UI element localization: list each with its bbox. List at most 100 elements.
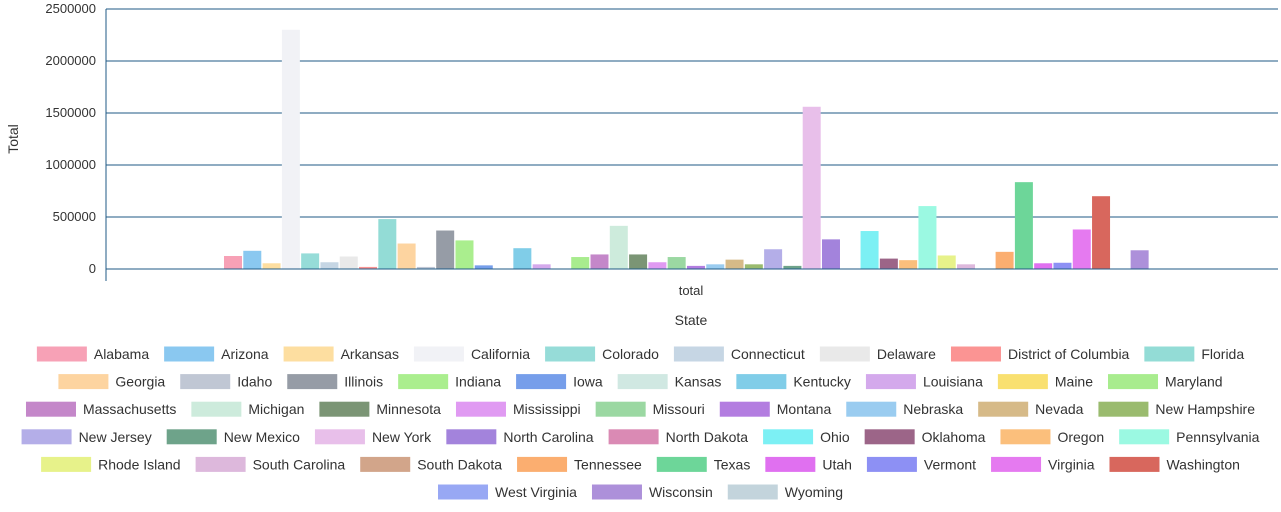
y-tick-labels: 0 500000 1000000 1500000 2000000 2500000: [45, 1, 96, 276]
legend-label: South Carolina: [253, 456, 346, 472]
legend-item-new-jersey[interactable]: New Jersey: [21, 429, 152, 445]
bar-mississippi: [648, 262, 667, 269]
legend-label: Maine: [1055, 374, 1093, 390]
legend-item-colorado[interactable]: Colorado: [545, 346, 659, 362]
bar-alabama: [224, 256, 242, 269]
legend-item-nevada[interactable]: Nevada: [978, 401, 1084, 417]
x-axis-title: State: [675, 312, 708, 328]
legend-label: Ohio: [820, 429, 850, 445]
legend-item-new-mexico[interactable]: New Mexico: [166, 429, 300, 445]
y-tick-label: 1500000: [45, 105, 96, 120]
bar-wisconsin: [1130, 250, 1149, 269]
legend-item-kansas[interactable]: Kansas: [617, 374, 722, 390]
legend-swatch: [166, 429, 217, 445]
legend-swatch: [455, 401, 506, 417]
legend-label: Oklahoma: [922, 429, 986, 445]
legend-label: Florida: [1201, 346, 1244, 362]
legend-label: Wyoming: [785, 484, 843, 500]
legend-swatch: [21, 429, 72, 445]
legend-swatch: [398, 374, 449, 390]
legend-item-north-carolina[interactable]: North Carolina: [446, 429, 594, 445]
bar-tennessee: [995, 251, 1014, 269]
legend-item-tennessee[interactable]: Tennessee: [517, 456, 642, 472]
legend-item-new-york[interactable]: New York: [314, 429, 432, 445]
legend-swatch: [950, 346, 1001, 362]
legend-item-iowa[interactable]: Iowa: [516, 374, 603, 390]
legend-item-missouri[interactable]: Missouri: [595, 401, 705, 417]
legend-item-south-dakota[interactable]: South Dakota: [360, 456, 502, 472]
bar-indiana: [455, 240, 474, 269]
legend-swatch: [727, 484, 778, 500]
legend-item-illinois[interactable]: Illinois: [287, 374, 383, 390]
legend-item-virginia[interactable]: Virginia: [991, 456, 1095, 472]
bar-new-york: [802, 106, 821, 269]
legend-swatch: [287, 374, 338, 390]
legend-item-washington[interactable]: Washington: [1109, 456, 1240, 472]
legend-item-michigan[interactable]: Michigan: [191, 401, 304, 417]
legend-swatch: [446, 429, 497, 445]
y-tick-label: 2000000: [45, 53, 96, 68]
legend-item-indiana[interactable]: Indiana: [398, 374, 501, 390]
bar-nebraska: [706, 264, 725, 269]
y-tick-label: 0: [89, 261, 96, 276]
legend-item-south-carolina[interactable]: South Carolina: [195, 456, 346, 472]
legend-item-florida[interactable]: Florida: [1144, 346, 1244, 362]
legend-item-utah[interactable]: Utah: [765, 456, 852, 472]
bar-georgia: [397, 243, 416, 269]
bar-illinois: [436, 230, 455, 269]
legend-item-delaware[interactable]: Delaware: [819, 346, 936, 362]
legend-item-ohio[interactable]: Ohio: [763, 429, 850, 445]
legend-item-nebraska[interactable]: Nebraska: [846, 401, 963, 417]
legend-label: Texas: [714, 456, 751, 472]
x-tick-labels: total: [679, 283, 704, 298]
legend-item-idaho[interactable]: Idaho: [180, 374, 272, 390]
legend-swatch: [413, 346, 464, 362]
legend-item-north-dakota[interactable]: North Dakota: [608, 429, 749, 445]
axes: [105, 9, 1278, 281]
legend-label: Illinois: [344, 374, 383, 390]
legend-label: Arkansas: [341, 346, 399, 362]
legend-label: Idaho: [237, 374, 272, 390]
legend-item-alabama[interactable]: Alabama: [36, 346, 149, 362]
legend-swatch: [595, 401, 646, 417]
legend-item-mississippi[interactable]: Mississippi: [455, 401, 581, 417]
legend-label: Virginia: [1048, 456, 1095, 472]
legend-item-wyoming[interactable]: Wyoming: [727, 484, 843, 500]
bar-vermont: [1053, 262, 1072, 269]
legend-item-vermont[interactable]: Vermont: [866, 456, 976, 472]
bar-rhode-island: [937, 255, 956, 269]
legend-swatch: [545, 346, 596, 362]
legend-swatch: [516, 374, 567, 390]
legend-item-texas[interactable]: Texas: [656, 456, 751, 472]
legend-item-wisconsin[interactable]: Wisconsin: [591, 484, 713, 500]
legend-item-maine[interactable]: Maine: [997, 374, 1093, 390]
legend-item-pennsylvania[interactable]: Pennsylvania: [1119, 429, 1260, 445]
legend-label: Connecticut: [731, 346, 805, 362]
legend-item-arkansas[interactable]: Arkansas: [283, 346, 399, 362]
legend-item-new-hampshire[interactable]: New Hampshire: [1098, 401, 1255, 417]
legend-item-kentucky[interactable]: Kentucky: [736, 374, 851, 390]
legend-item-montana[interactable]: Montana: [719, 401, 832, 417]
legend-item-california[interactable]: California: [413, 346, 530, 362]
legend-swatch: [617, 374, 668, 390]
bar-colorado: [301, 253, 320, 269]
legend-item-louisiana[interactable]: Louisiana: [865, 374, 983, 390]
legend-item-district-of-columbia[interactable]: District of Columbia: [950, 346, 1130, 362]
legend-item-minnesota[interactable]: Minnesota: [319, 401, 441, 417]
legend-swatch: [656, 456, 707, 472]
bar-louisiana: [532, 264, 551, 269]
legend-label: District of Columbia: [1008, 346, 1130, 362]
legend-item-georgia[interactable]: Georgia: [58, 374, 165, 390]
legend-item-oregon[interactable]: Oregon: [1000, 429, 1104, 445]
legend-item-oklahoma[interactable]: Oklahoma: [864, 429, 986, 445]
legend-item-arizona[interactable]: Arizona: [164, 346, 269, 362]
legend-item-maryland[interactable]: Maryland: [1108, 374, 1223, 390]
legend-item-rhode-island[interactable]: Rhode Island: [41, 456, 181, 472]
legend-item-massachusetts[interactable]: Massachusetts: [25, 401, 176, 417]
legend-label: Delaware: [877, 346, 936, 362]
legend-item-connecticut[interactable]: Connecticut: [673, 346, 805, 362]
legend-swatch: [591, 484, 642, 500]
legend-item-west-virginia[interactable]: West Virginia: [438, 484, 577, 500]
legend-label: Alabama: [94, 346, 149, 362]
legend-label: Kentucky: [793, 374, 851, 390]
